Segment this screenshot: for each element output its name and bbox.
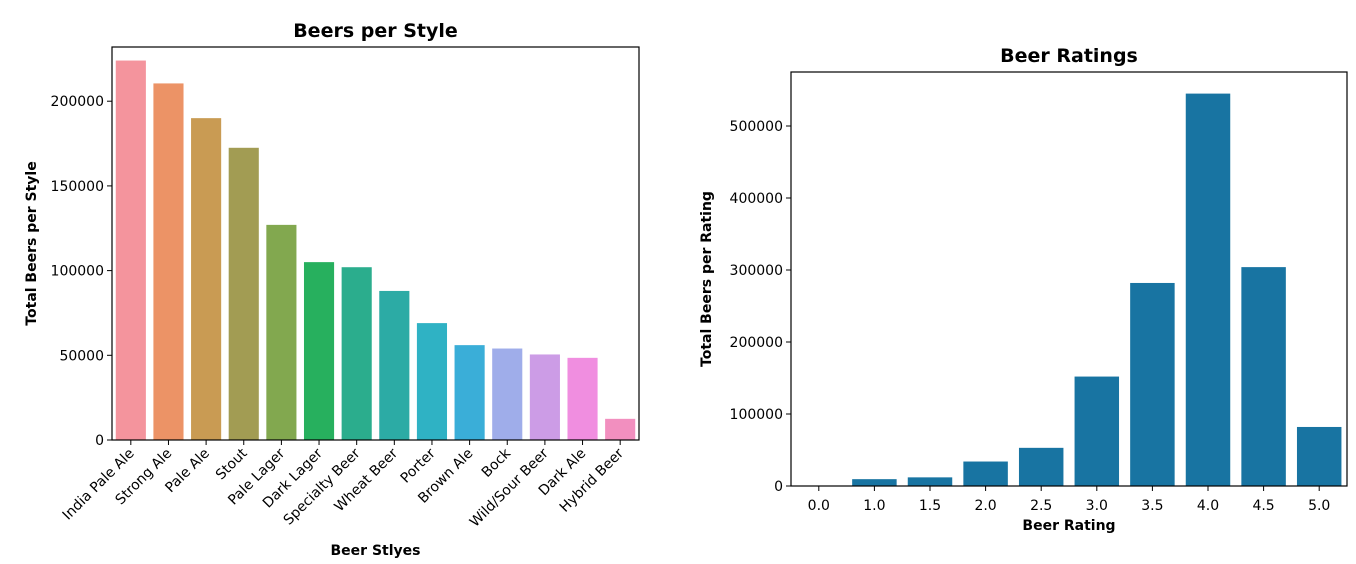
chart2-x-tick-label: 4.5: [1252, 498, 1274, 514]
chart2-y-tick-label: 400000: [730, 191, 783, 207]
chart1-bar: [529, 354, 560, 440]
chart2-x-tick-label: 5.0: [1308, 498, 1330, 514]
chart1-bar: [492, 348, 523, 440]
chart2-x-tick-label: 2.5: [1030, 498, 1052, 514]
chart2-x-tick-label: 2.0: [974, 498, 996, 514]
chart2-y-tick-label: 100000: [730, 407, 783, 423]
chart2-x-tick-label: 3.5: [1141, 498, 1163, 514]
chart1-bar: [341, 267, 372, 440]
chart1-bar: [567, 357, 598, 440]
chart1-bar: [454, 345, 485, 440]
chart2-bar: [1296, 426, 1342, 486]
chart2-bar: [852, 479, 897, 486]
chart1-y-axis-label: Total Beers per Style: [24, 161, 40, 325]
chart1-y-tick-label: 100000: [51, 264, 104, 280]
chart1-bar: [605, 418, 636, 440]
chart2-bar: [1241, 267, 1286, 486]
chart1-bar: [379, 290, 410, 440]
chart1-y-tick-label: 0: [95, 433, 104, 449]
chart1-y-tick-label: 200000: [51, 94, 104, 110]
chart2-bar: [1074, 376, 1120, 486]
chart2-x-tick-label: 0.0: [808, 498, 830, 514]
chart2-y-tick-label: 300000: [730, 263, 783, 279]
chart2-axes-frame: [790, 71, 1348, 487]
chart2-y-tick-label: 0: [774, 479, 783, 495]
chart2-x-axis-label: Beer Rating: [1022, 518, 1115, 534]
chart2-title: Beer Ratings: [1000, 45, 1138, 67]
chart1-bar: [303, 262, 335, 440]
chart1-bar: [416, 323, 448, 440]
chart1-y-tick-label: 50000: [59, 348, 104, 364]
chart2-y-tick-label: 200000: [730, 335, 783, 351]
chart1-bar: [266, 224, 297, 440]
chart2-bar: [1185, 93, 1231, 486]
chart2-x-tick-label: 3.0: [1086, 498, 1108, 514]
chart1-bar: [228, 147, 259, 440]
chart2-bar: [1018, 447, 1064, 486]
chart2-x-tick-label: 1.5: [919, 498, 941, 514]
chart1-title: Beers per Style: [293, 20, 458, 42]
chart2-bar: [963, 461, 1008, 486]
chart2-bar: [1130, 282, 1175, 486]
chart1-bar: [191, 118, 222, 441]
chart1-axes-frame: [111, 46, 640, 441]
chart2-x-tick-label: 4.0: [1197, 498, 1219, 514]
chart2-bar: [907, 477, 953, 486]
chart1-x-axis-label: Beer Stlyes: [331, 543, 421, 559]
chart2-y-tick-label: 500000: [730, 119, 783, 135]
chart1-y-tick-label: 150000: [51, 179, 104, 195]
chart1-bar: [153, 83, 184, 440]
chart2-x-tick-label: 1.0: [863, 498, 885, 514]
chart1-bar: [115, 60, 146, 440]
chart2-y-axis-label: Total Beers per Rating: [699, 191, 715, 367]
